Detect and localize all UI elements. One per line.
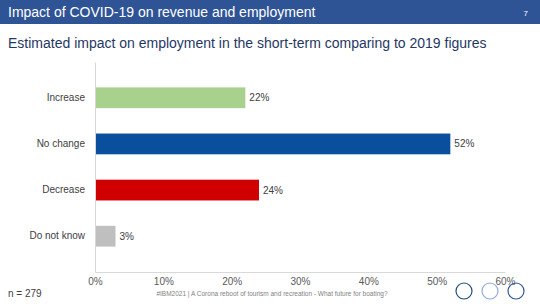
x-tick-label: 10% (154, 276, 174, 287)
x-tick: 10% (154, 272, 174, 287)
data-label: 24% (263, 185, 283, 196)
bars (95, 87, 450, 246)
x-tick: 40% (359, 272, 379, 287)
y-tick-label: Decrease (42, 184, 85, 195)
x-tick: 50% (427, 272, 447, 287)
x-tick-label: 20% (222, 276, 242, 287)
y-axis-line (95, 63, 96, 273)
data-label: 22% (249, 92, 269, 103)
data-labels: 22% 52% 24% 3% (120, 92, 475, 241)
y-tick: Increase (47, 92, 95, 103)
x-tick-label: 40% (359, 276, 379, 287)
footer: #IBM2021 | A Corona reboot of tourism an… (156, 290, 388, 298)
x-tick: 20% (222, 272, 242, 287)
x-tick-label: 0% (88, 276, 103, 287)
bar (95, 180, 259, 201)
y-tick: Do not know (29, 230, 95, 241)
logo (508, 283, 524, 299)
slide: Impact of COVID-19 on revenue and employ… (0, 0, 540, 304)
x-tick-label: 60% (495, 276, 515, 287)
bar (95, 134, 450, 155)
y-tick-label: Increase (47, 92, 86, 103)
y-axis: Increase No change Decrease Do not know (29, 63, 95, 273)
bar (95, 87, 245, 108)
header-band (0, 0, 540, 24)
x-tick-label: 30% (290, 276, 310, 287)
y-tick-label: No change (37, 138, 86, 149)
x-axis-line (96, 272, 506, 273)
x-tick: 30% (290, 272, 310, 287)
data-label: 52% (454, 138, 474, 149)
logo (456, 283, 472, 299)
logo (482, 283, 498, 299)
x-axis: 0% 10% 20% 30% 40% 50% 60% (88, 272, 515, 287)
x-tick: 60% (495, 272, 515, 287)
page-number: 7 (524, 9, 529, 18)
bar (95, 226, 116, 247)
y-tick: No change (37, 138, 95, 149)
y-tick: Decrease (42, 184, 95, 195)
x-tick: 0% (88, 272, 103, 287)
logos (456, 283, 524, 299)
y-tick-label: Do not know (29, 230, 85, 241)
slide-title: Impact of COVID-19 on revenue and employ… (8, 4, 315, 20)
annotation: n = 279 (8, 288, 42, 299)
data-label: 3% (120, 231, 135, 242)
x-tick-label: 50% (427, 276, 447, 287)
chart-title: Estimated impact on employment in the sh… (8, 35, 487, 51)
